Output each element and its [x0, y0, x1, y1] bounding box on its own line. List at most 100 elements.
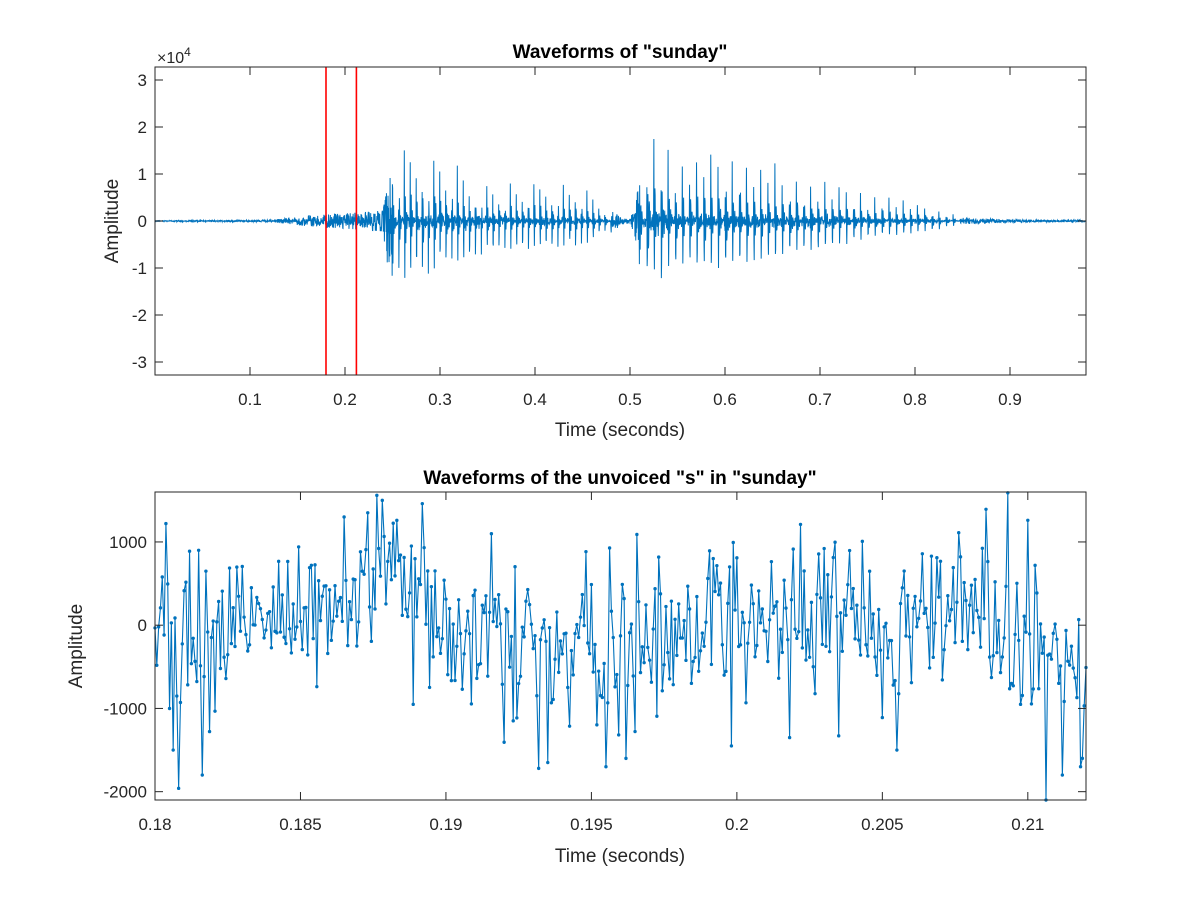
- sample-point: [671, 682, 675, 687]
- sample-point: [596, 669, 601, 673]
- sample-point: [1069, 644, 1074, 648]
- sample-point: [709, 662, 714, 667]
- sample-point: [564, 631, 568, 635]
- sample-point: [1080, 756, 1085, 761]
- sample-point: [433, 569, 437, 573]
- sample-point: [235, 565, 239, 569]
- axes-full-waveform: 0.1 0.2 0.3 0.4 0.5 0.6 0.7 0.8 0.9 -3 -2 -1 0 1 2 3 W…: [102, 42, 1087, 441]
- sample-point: [862, 606, 866, 610]
- sample-point: [820, 642, 825, 647]
- sample-point: [378, 574, 383, 578]
- sample-point: [1029, 702, 1034, 706]
- sample-point: [511, 719, 515, 723]
- sample-point: [267, 609, 272, 614]
- sample-point: [991, 654, 995, 658]
- sample-point: [1049, 657, 1054, 661]
- sample-point: [544, 639, 548, 644]
- sample-point: [487, 610, 492, 614]
- sample-point: [242, 615, 246, 619]
- sample-point: [533, 633, 537, 638]
- sample-point: [404, 607, 408, 611]
- sample-point: [860, 539, 865, 544]
- sample-point: [453, 678, 457, 683]
- sample-point: [311, 636, 315, 641]
- sample-point: [300, 647, 304, 652]
- sample-point: [686, 584, 690, 588]
- sample-point: [326, 651, 330, 656]
- sample-point: [186, 683, 190, 687]
- sample-point: [591, 670, 595, 674]
- sample-point: [931, 655, 935, 660]
- sample-point: [855, 603, 859, 607]
- sample-point: [1035, 591, 1039, 595]
- sample-point: [1027, 632, 1032, 636]
- sample-point: [535, 694, 539, 698]
- sample-point: [911, 606, 915, 610]
- sample-point: [987, 655, 992, 659]
- sample-point: [877, 607, 881, 612]
- sample-point: [606, 701, 610, 705]
- sample-point: [576, 635, 581, 640]
- sample-point: [1000, 655, 1005, 659]
- sample-point: [760, 607, 765, 611]
- sample-point: [189, 661, 194, 666]
- sample-point: [260, 617, 264, 622]
- sample-point: [847, 548, 852, 553]
- sample-point: [667, 677, 672, 681]
- sample-point: [951, 565, 955, 570]
- sample-point: [711, 556, 715, 561]
- sample-point: [857, 638, 861, 642]
- sample-point: [371, 567, 375, 571]
- sample-point: [1060, 773, 1065, 777]
- sample-point: [682, 618, 686, 623]
- sample-point: [306, 653, 310, 657]
- sample-point: [496, 593, 501, 597]
- sample-point: [420, 501, 424, 506]
- sample-point: [382, 534, 386, 539]
- sample-point: [280, 593, 284, 597]
- sample-point: [929, 554, 934, 558]
- sample-point: [807, 655, 812, 659]
- sample-point: [298, 619, 303, 624]
- sample-point: [995, 650, 999, 655]
- sample-point: [666, 650, 670, 655]
- sample-point: [676, 602, 681, 606]
- sample-point: [789, 598, 794, 602]
- sample-point: [286, 559, 290, 564]
- sample-point: [340, 619, 344, 624]
- sample-point: [586, 641, 590, 645]
- sample-point: [506, 610, 510, 614]
- sample-point: [662, 663, 666, 667]
- sample-point: [538, 638, 543, 642]
- sample-point: [396, 558, 401, 563]
- sample-point: [329, 638, 334, 643]
- sample-point: [806, 628, 810, 632]
- sample-point: [1031, 687, 1035, 691]
- sample-point: [706, 576, 710, 581]
- sample-point: [802, 569, 806, 573]
- sample-point: [1053, 622, 1057, 626]
- sample-point: [229, 641, 234, 646]
- sample-point: [917, 616, 921, 621]
- sample-point: [927, 666, 932, 670]
- sample-point: [455, 644, 459, 648]
- sample-point: [587, 652, 592, 656]
- sample-point: [315, 684, 319, 689]
- sample-point: [551, 697, 555, 702]
- sample-point: [595, 723, 599, 727]
- sample-point: [1038, 622, 1043, 626]
- sample-point: [480, 603, 484, 607]
- sample-point: [960, 639, 965, 644]
- sample-point: [473, 588, 477, 592]
- sample-point: [795, 636, 799, 641]
- sample-point: [211, 619, 215, 623]
- sample-point: [884, 621, 888, 625]
- sample-point: [798, 522, 803, 527]
- sample-point: [698, 649, 703, 653]
- sample-point: [853, 637, 857, 641]
- sample-point: [369, 639, 374, 644]
- sample-point: [398, 553, 403, 557]
- sample-point: [1071, 666, 1075, 670]
- sample-point: [707, 549, 712, 553]
- sample-point: [800, 646, 805, 650]
